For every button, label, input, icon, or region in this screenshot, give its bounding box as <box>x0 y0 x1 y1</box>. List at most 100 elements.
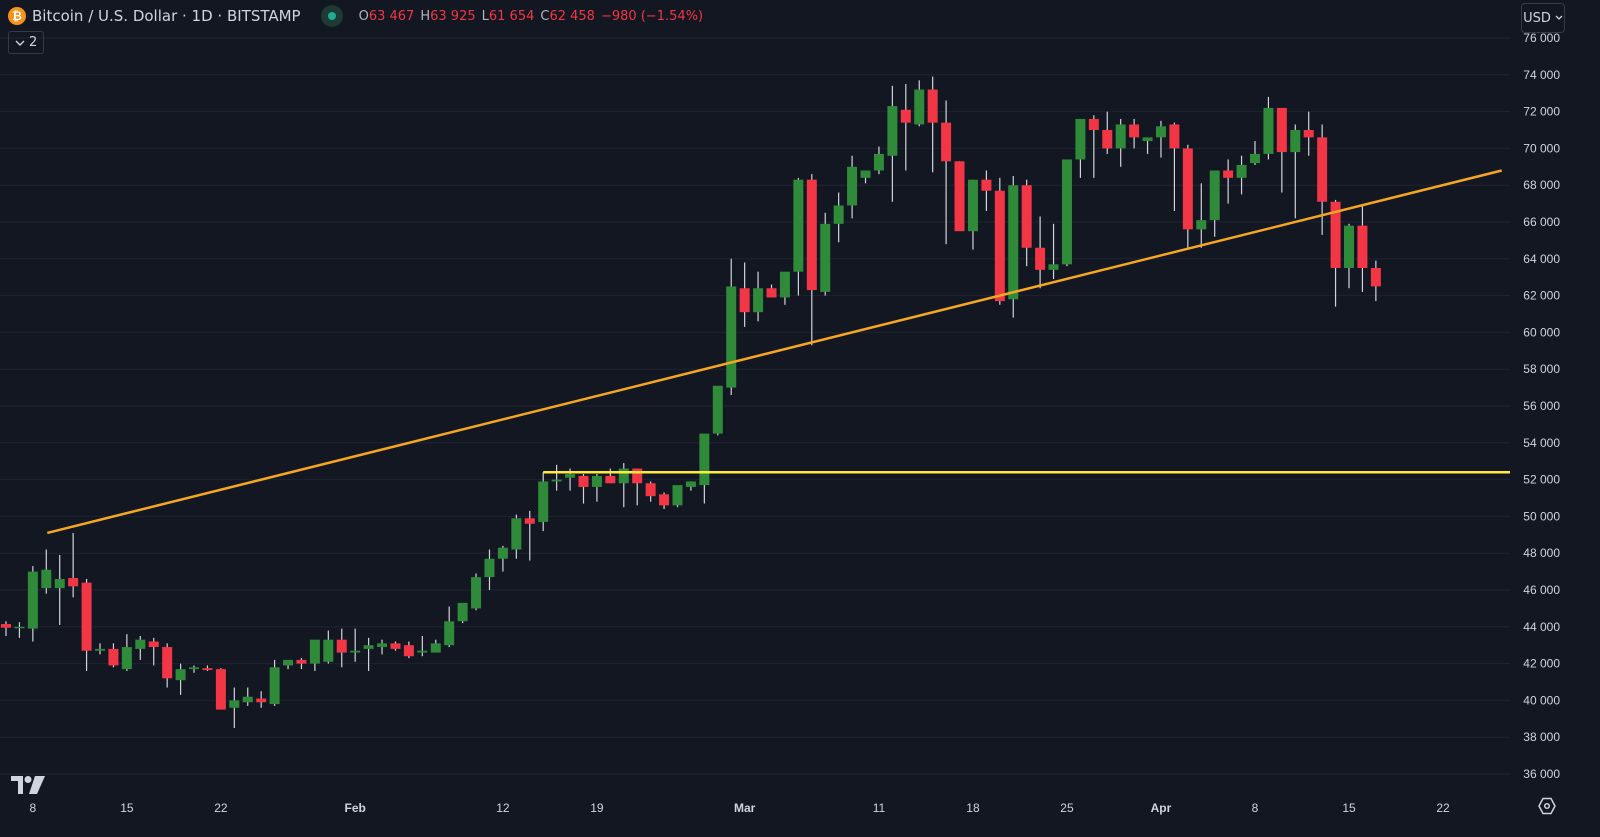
candle-up <box>565 474 576 478</box>
candle-up <box>538 481 549 522</box>
candle-down <box>403 645 414 657</box>
candle-down <box>806 179 817 291</box>
candle-up <box>1249 153 1260 164</box>
time-axis-label: 25 <box>1060 801 1074 815</box>
candle-up <box>471 577 482 609</box>
candle-up <box>430 643 441 653</box>
candle-down <box>1223 170 1234 178</box>
high-value: 63 925 <box>430 8 476 24</box>
trendline[interactable] <box>46 169 1503 535</box>
time-axis-label: 12 <box>496 801 510 815</box>
chevron-down-icon <box>1555 15 1563 20</box>
candle-down <box>296 659 307 664</box>
price-axis-label: 64 000 <box>1523 252 1560 266</box>
price-axis-label: 58 000 <box>1523 362 1560 376</box>
candle-up <box>175 669 186 681</box>
candle-up <box>377 643 388 648</box>
candle-up <box>1115 124 1126 149</box>
price-axis-label: 56 000 <box>1523 399 1560 413</box>
low-value: 61 654 <box>488 8 535 24</box>
candle-up <box>820 223 831 292</box>
candle-up <box>14 626 25 629</box>
candle-up <box>618 468 629 484</box>
candle-up <box>350 650 361 653</box>
settings-icon <box>1538 797 1556 815</box>
candle-up <box>497 547 508 559</box>
time-axis-label: Mar <box>734 801 756 815</box>
candle-down <box>524 518 535 524</box>
candle-up <box>699 433 710 486</box>
candle-down <box>927 89 938 123</box>
time-axis-label: 18 <box>966 801 980 815</box>
price-axis-label: 54 000 <box>1523 436 1560 450</box>
close-label: C <box>540 8 550 24</box>
time-axis-label: 8 <box>1252 801 1259 815</box>
time-axis-label: 15 <box>120 801 134 815</box>
candle-down <box>148 641 159 648</box>
change-value: −980 (−1.54%) <box>600 8 704 24</box>
time-axis-label: 11 <box>873 801 886 815</box>
collapse-indicators-button[interactable]: 2 <box>8 31 45 54</box>
candle-down <box>390 643 401 649</box>
candle-up <box>189 667 200 670</box>
candle-down <box>336 639 347 653</box>
time-axis-label: Feb <box>345 801 366 815</box>
market-open-dot-icon <box>327 12 336 20</box>
candle-down <box>994 190 1005 302</box>
high-label: H <box>420 8 431 24</box>
candle-up <box>417 650 428 653</box>
candle-up <box>1142 137 1153 142</box>
price-axis-label: 48 000 <box>1523 546 1560 560</box>
candle-up <box>847 166 858 206</box>
price-axis-label: 38 000 <box>1523 730 1560 744</box>
candle-down <box>981 179 992 191</box>
candle-up <box>1196 220 1207 230</box>
candle-up <box>283 659 294 666</box>
candle-down <box>578 475 589 487</box>
candle-up <box>779 271 790 298</box>
candle-up <box>1344 225 1354 268</box>
time-axis-label: 8 <box>30 801 37 815</box>
bitcoin-logo-icon: ₿ <box>8 7 26 25</box>
symbol-title[interactable]: Bitcoin / U.S. Dollar · 1D · BITSTAMP <box>32 7 301 25</box>
candle-down <box>1317 137 1328 202</box>
price-axis-label: 70 000 <box>1523 141 1560 155</box>
candle-up <box>591 475 602 487</box>
indicator-count: 2 <box>29 35 38 50</box>
candle-down <box>1088 118 1099 130</box>
price-axis-label: 76 000 <box>1523 31 1560 45</box>
candle-up <box>672 485 683 506</box>
time-axis-label: Apr <box>1151 801 1172 815</box>
candle-down <box>605 475 616 484</box>
candle-down <box>1330 201 1341 268</box>
candle-down <box>108 648 119 666</box>
candle-up <box>726 286 737 388</box>
candle-down <box>256 698 267 703</box>
chart-settings-button[interactable] <box>1537 796 1557 820</box>
price-axis-label: 60 000 <box>1523 325 1560 339</box>
candle-down <box>632 468 643 484</box>
candle-up <box>242 696 253 703</box>
candle-up <box>967 179 978 232</box>
candle-down <box>81 582 92 651</box>
candle-up <box>1061 159 1072 265</box>
candle-down <box>1129 124 1140 138</box>
candle-up <box>1209 170 1220 221</box>
candle-down <box>1 624 11 628</box>
candle-down <box>1035 247 1046 270</box>
price-axis-label: 52 000 <box>1523 473 1560 487</box>
currency-selector[interactable]: USD <box>1521 3 1565 33</box>
time-axis-label: 19 <box>590 801 604 815</box>
candle-up <box>269 667 280 705</box>
candle-down <box>1276 107 1287 153</box>
candle-down <box>766 288 777 298</box>
tradingview-logo-icon[interactable] <box>11 776 45 798</box>
time-axis-label: 22 <box>214 801 228 815</box>
candle-up <box>833 205 844 224</box>
candle-up <box>95 648 106 651</box>
candle-up <box>712 385 723 434</box>
candle-down <box>1370 268 1381 287</box>
market-status-indicator[interactable] <box>320 5 343 27</box>
candle-up <box>323 639 334 662</box>
